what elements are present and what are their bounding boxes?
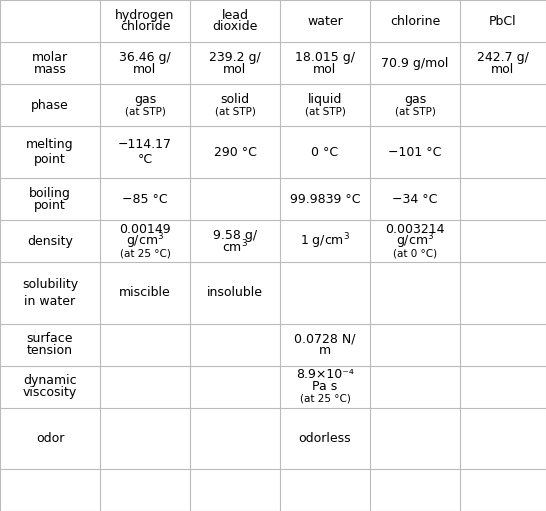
Text: 70.9 g/mol: 70.9 g/mol (381, 57, 449, 69)
Text: solid: solid (221, 93, 250, 106)
Text: −34 °C: −34 °C (393, 193, 438, 206)
Text: molar: molar (32, 51, 68, 64)
Text: °C: °C (138, 153, 152, 166)
Text: dynamic: dynamic (23, 374, 77, 387)
Text: 18.015 g/: 18.015 g/ (295, 51, 355, 64)
Text: (at STP): (at STP) (215, 106, 256, 116)
Text: surface: surface (27, 332, 73, 345)
Text: Pa s: Pa s (312, 380, 337, 393)
Text: 0.003214: 0.003214 (385, 223, 445, 236)
Text: −101 °C: −101 °C (388, 146, 442, 159)
Text: mol: mol (133, 62, 157, 76)
Text: 0.00149: 0.00149 (119, 223, 171, 236)
Text: mol: mol (223, 62, 247, 76)
Text: hydrogen: hydrogen (115, 9, 175, 21)
Text: g/cm$^3$: g/cm$^3$ (396, 231, 434, 251)
Text: −85 °C: −85 °C (122, 193, 168, 206)
Text: 0 °C: 0 °C (311, 146, 339, 159)
Text: point: point (34, 153, 66, 166)
Text: (at 25 °C): (at 25 °C) (300, 393, 351, 404)
Text: 9.58 g/: 9.58 g/ (213, 229, 257, 242)
Text: mol: mol (491, 62, 515, 76)
Text: liquid: liquid (308, 93, 342, 106)
Text: (at 25 °C): (at 25 °C) (120, 248, 170, 258)
Text: miscible: miscible (119, 287, 171, 299)
Text: mol: mol (313, 62, 337, 76)
Text: g/cm$^3$: g/cm$^3$ (126, 231, 164, 251)
Text: cm$^3$: cm$^3$ (222, 239, 248, 256)
Text: 242.7 g/: 242.7 g/ (477, 51, 529, 64)
Text: gas: gas (134, 93, 156, 106)
Text: boiling: boiling (29, 187, 71, 200)
Text: chloride: chloride (120, 20, 170, 33)
Text: chlorine: chlorine (390, 14, 440, 28)
Text: odorless: odorless (299, 432, 351, 445)
Text: tension: tension (27, 344, 73, 357)
Text: (at STP): (at STP) (305, 106, 346, 116)
Text: lead: lead (222, 9, 248, 21)
Text: 0.0728 N/: 0.0728 N/ (294, 332, 356, 345)
Text: 1 g/cm$^3$: 1 g/cm$^3$ (300, 231, 350, 251)
Text: PbCl: PbCl (489, 14, 517, 28)
Text: 8.9×10⁻⁴: 8.9×10⁻⁴ (296, 368, 354, 381)
Text: solubility: solubility (22, 278, 78, 291)
Text: −114.17: −114.17 (118, 138, 172, 151)
Text: (at STP): (at STP) (124, 106, 165, 116)
Text: 99.9839 °C: 99.9839 °C (290, 193, 360, 206)
Text: 290 °C: 290 °C (213, 146, 257, 159)
Text: point: point (34, 199, 66, 212)
Text: 36.46 g/: 36.46 g/ (119, 51, 171, 64)
Text: water: water (307, 14, 343, 28)
Text: m: m (319, 344, 331, 357)
Text: phase: phase (31, 99, 69, 112)
Text: density: density (27, 235, 73, 248)
Text: odor: odor (36, 432, 64, 445)
Text: (at STP): (at STP) (395, 106, 436, 116)
Text: (at 0 °C): (at 0 °C) (393, 248, 437, 258)
Text: dioxide: dioxide (212, 20, 258, 33)
Text: melting: melting (26, 138, 74, 151)
Text: mass: mass (33, 62, 67, 76)
Text: gas: gas (404, 93, 426, 106)
Text: insoluble: insoluble (207, 287, 263, 299)
Text: in water: in water (25, 295, 75, 308)
Text: 239.2 g/: 239.2 g/ (209, 51, 261, 64)
Text: viscosity: viscosity (23, 386, 77, 399)
